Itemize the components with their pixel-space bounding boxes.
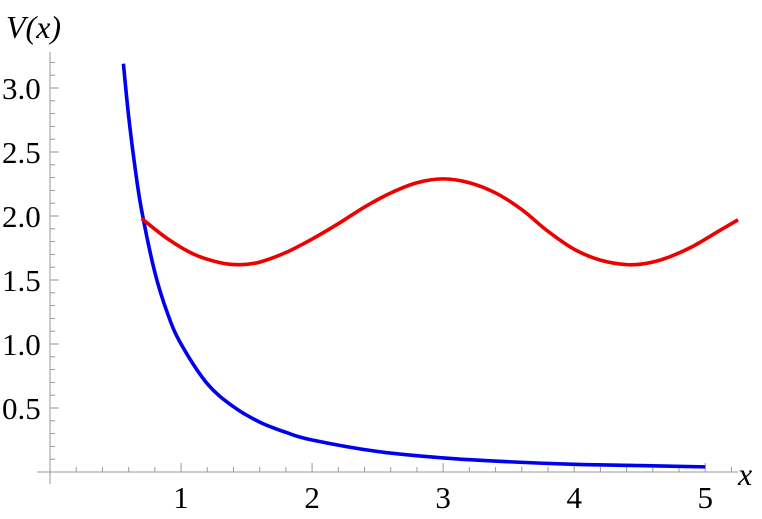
tick-labels: 1 2 3 4 5 0.5 1.0 1.5 2.0 2.5 3.0 [2, 71, 713, 515]
series-layer [121, 63, 739, 469]
y-tick-label: 2.0 [2, 199, 41, 234]
series-line-1 [121, 63, 706, 469]
x-tick-label: 1 [173, 480, 189, 515]
y-axis-title: V(x) [6, 9, 61, 45]
y-tick-label: 1.0 [2, 327, 41, 362]
y-tick-label: 2.5 [2, 135, 41, 170]
axes [37, 52, 738, 484]
y-tick-label: 3.0 [2, 71, 41, 106]
y-tick-label: 0.5 [2, 391, 41, 426]
series-line-2 [140, 177, 739, 267]
x-tick-label: 3 [435, 480, 451, 515]
x-tick-label: 2 [304, 480, 320, 515]
y-tick-label: 1.5 [2, 263, 41, 298]
ticks [50, 61, 732, 472]
x-tick-label: 5 [697, 480, 713, 515]
x-tick-label: 4 [566, 480, 582, 515]
x-axis-title: x [737, 456, 752, 492]
